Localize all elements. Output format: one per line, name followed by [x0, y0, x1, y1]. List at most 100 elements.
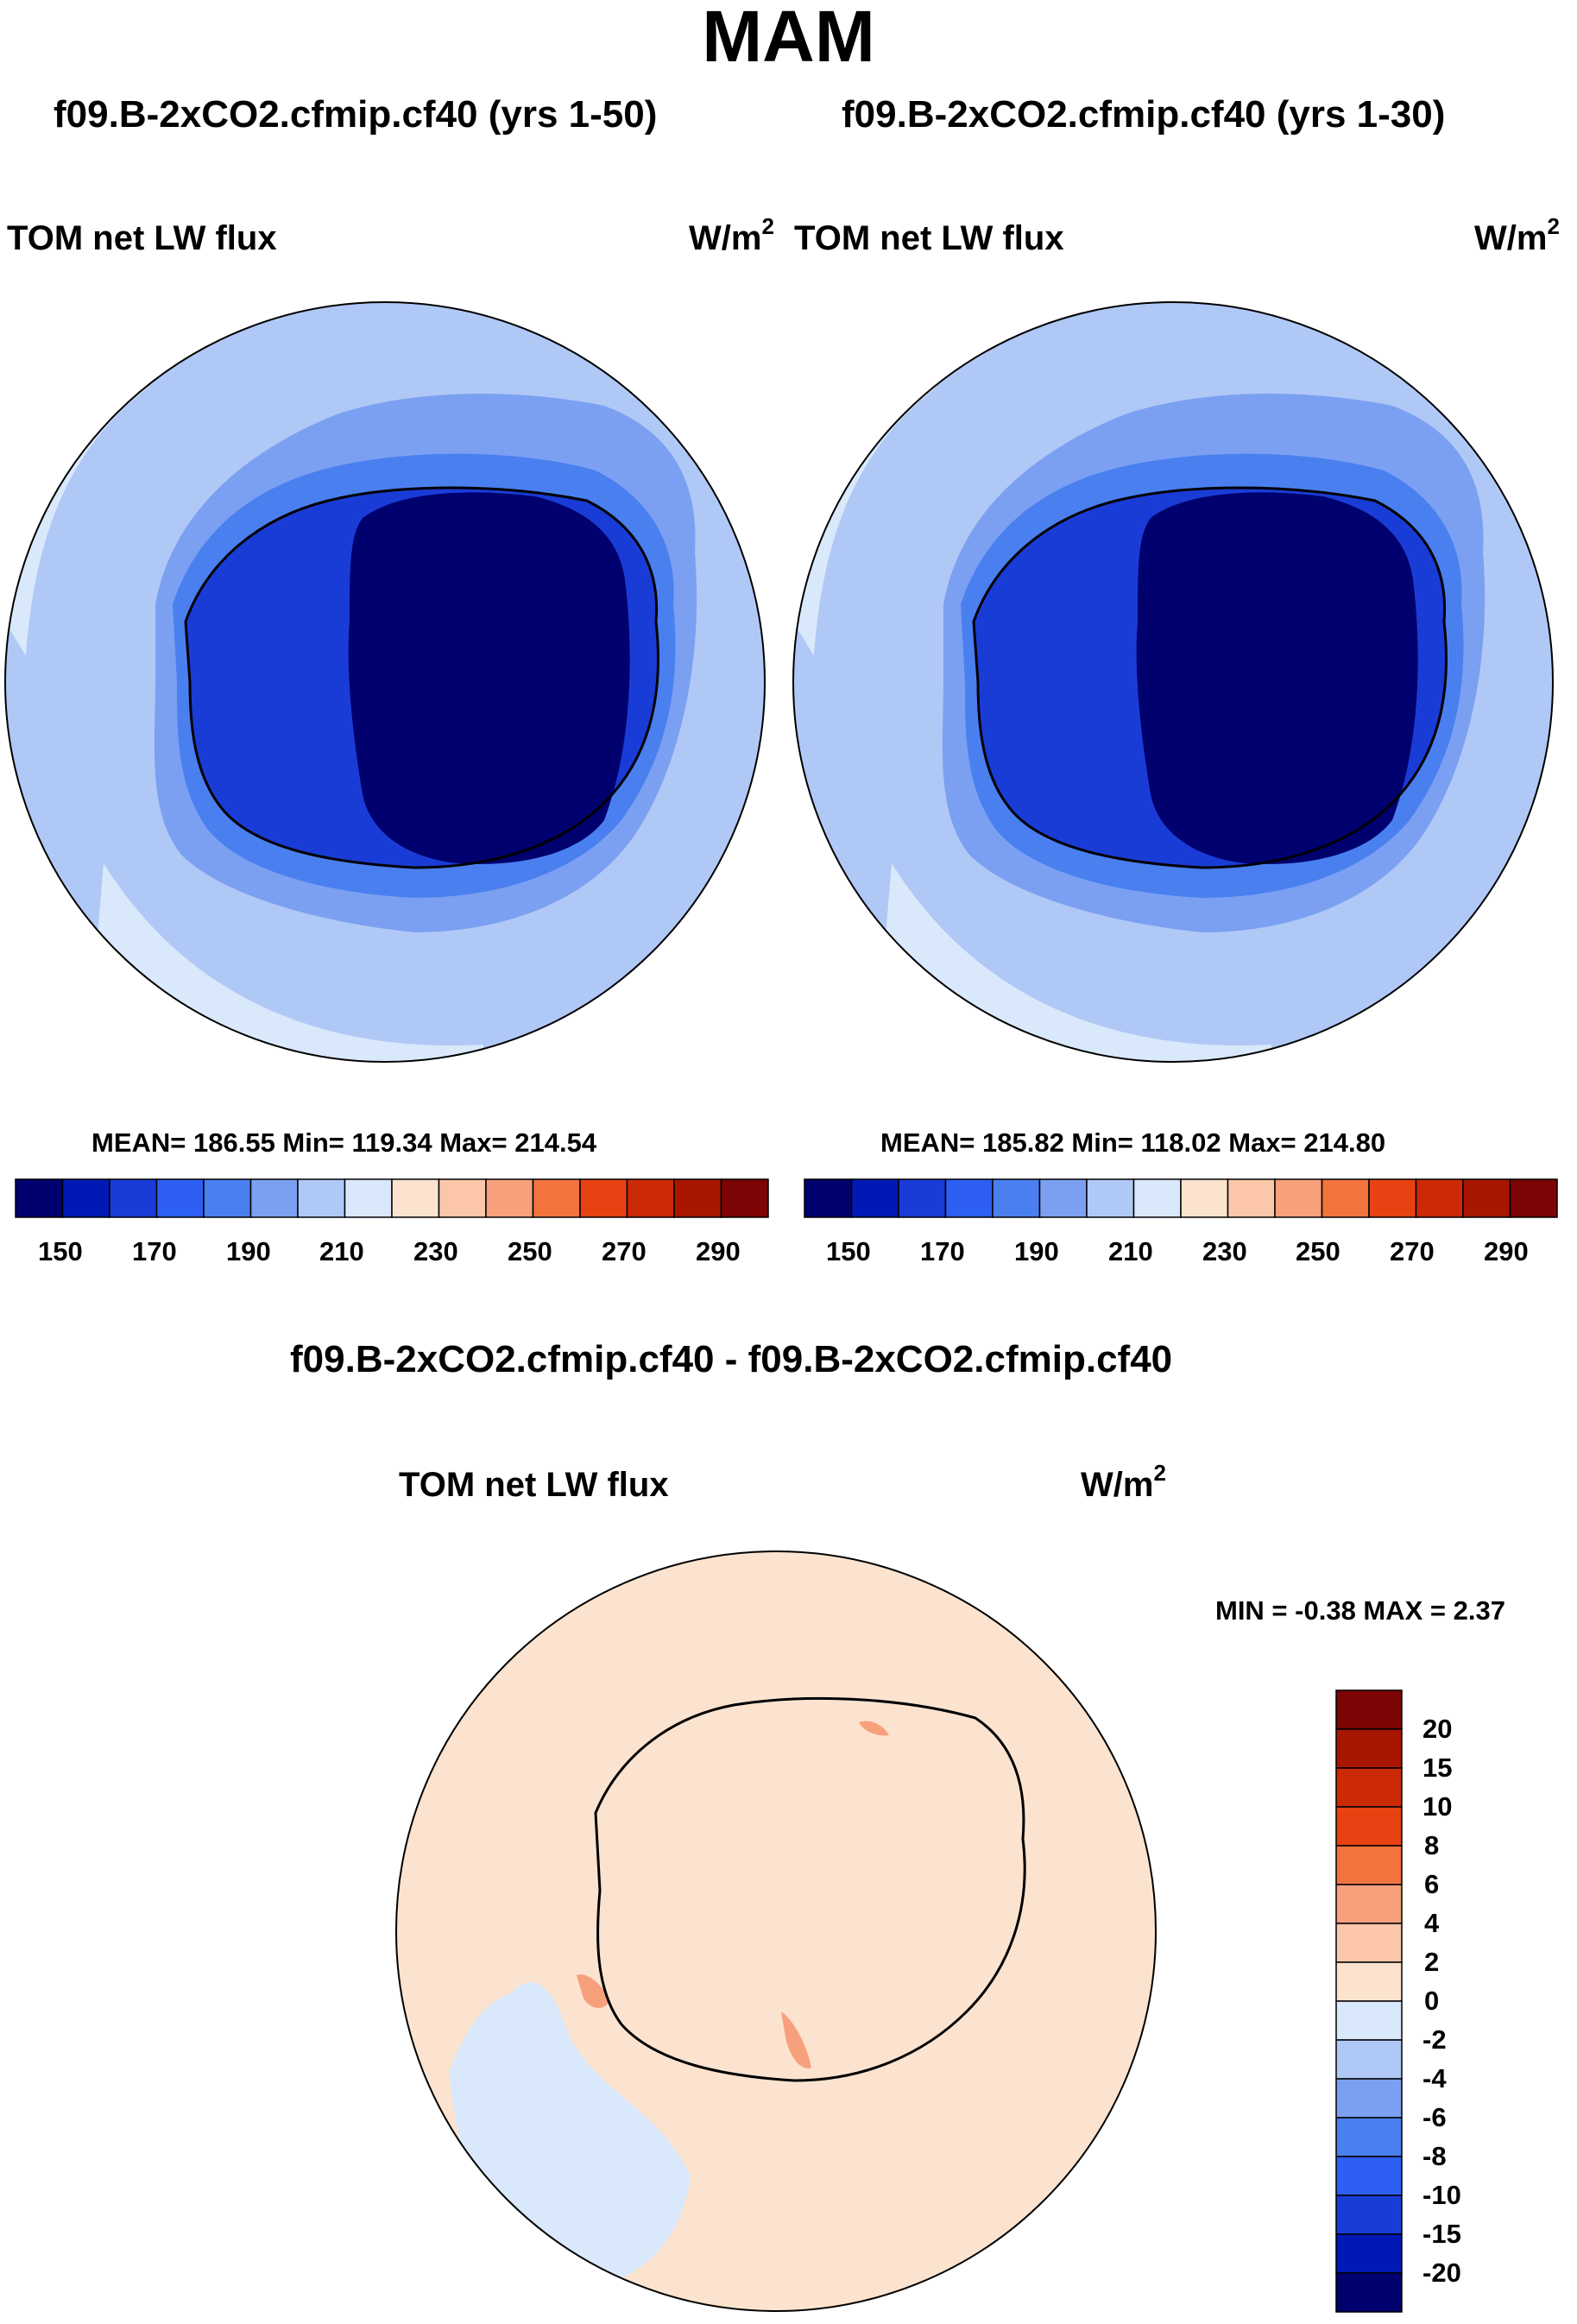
diff-title: f09.B-2xCO2.cfmip.cf40 - f09.B-2xCO2.cfm…	[290, 1338, 1173, 1380]
cb1-tick: 230	[413, 1236, 458, 1266]
diff-colorbar-swatch	[1335, 1845, 1403, 1885]
diff-background	[396, 1551, 1156, 2311]
panel1-coastline	[184, 486, 659, 869]
diff-map	[395, 1550, 1157, 2312]
diff-colorbar-swatch	[1335, 1961, 1403, 2002]
panel2-colorbar-swatch	[804, 1178, 853, 1218]
panel1-variable-label: TOM net LW flux	[7, 219, 277, 257]
cb1-tick: 290	[696, 1236, 741, 1266]
cb1-tick: 250	[508, 1236, 552, 1266]
panel1-colorbar-swatch	[673, 1178, 722, 1218]
diff-colorbar-swatch	[1335, 1689, 1403, 1730]
cb3-tick: 8	[1424, 1830, 1440, 1860]
diff-colorbar-swatch	[1335, 2039, 1403, 2080]
panel2-colorbar-swatch	[1415, 1178, 1464, 1218]
panel2-colorbar-swatch	[1038, 1178, 1088, 1218]
panel1-colorbar-swatch	[532, 1178, 581, 1218]
panel1-colorbar-swatch	[203, 1178, 252, 1218]
cb2-tick: 290	[1484, 1236, 1529, 1266]
diff-units: W/m2	[1081, 1460, 1166, 1504]
diff-colorbar-swatch	[1335, 1884, 1403, 1924]
diff-colorbar-swatch	[1335, 2117, 1403, 2157]
cb3-tick: -10	[1422, 2180, 1461, 2210]
panel1-colorbar-swatch	[344, 1178, 393, 1218]
diff-colorbar	[1335, 1689, 1403, 2313]
diff-colorbar-swatch	[1335, 2156, 1403, 2196]
panel2-coastline	[972, 486, 1448, 869]
cb3-tick: 15	[1422, 1752, 1453, 1783]
panel1-colorbar-swatch	[61, 1178, 110, 1218]
page-title: MAM	[702, 0, 875, 77]
cb3-tick: 2	[1424, 1947, 1440, 1977]
panel2-colorbar-swatch	[1321, 1178, 1370, 1218]
cb3-tick: 20	[1422, 1714, 1453, 1744]
diff-positive-spot	[859, 1721, 889, 1736]
panel1-colorbar-swatch	[15, 1178, 64, 1218]
cb2-tick: 230	[1202, 1236, 1247, 1266]
panel1-ice-sheet	[348, 492, 630, 864]
diff-colorbar-swatch	[1335, 2078, 1403, 2119]
cb1-tick: 150	[38, 1236, 83, 1266]
cb2-tick: 210	[1108, 1236, 1153, 1266]
cb3-tick: -20	[1422, 2258, 1461, 2288]
diff-positive-spot	[577, 1974, 609, 2008]
panel1-colorbar-swatch	[297, 1178, 346, 1218]
panel1-colorbar-swatch	[109, 1178, 158, 1218]
panel2-ice-sheet	[1136, 492, 1418, 864]
cb1-tick: 170	[132, 1236, 177, 1266]
diff-map-border	[395, 1550, 1157, 2312]
panel2-colorbar-swatch	[1180, 1178, 1229, 1218]
panel1-map	[4, 301, 766, 1063]
panel1-map-border	[4, 301, 766, 1063]
cb1-tick: 210	[319, 1236, 364, 1266]
diff-colorbar-swatch	[1335, 2233, 1403, 2274]
panel2-map-border	[792, 301, 1554, 1063]
panel2-colorbar-swatch	[1274, 1178, 1323, 1218]
panel1-colorbar-swatch	[579, 1178, 628, 1218]
cb3-tick: 10	[1422, 1791, 1453, 1822]
panel1-colorbar-swatch	[155, 1178, 205, 1218]
cb3-tick: -6	[1422, 2102, 1447, 2132]
diff-colorbar-swatch	[1335, 2195, 1403, 2235]
cb2-tick: 190	[1014, 1236, 1059, 1266]
cb2-tick: 150	[826, 1236, 871, 1266]
panel2-colorbar-swatch	[850, 1178, 899, 1218]
panel2-colorbar-swatch	[1462, 1178, 1511, 1218]
diff-colorbar-swatch	[1335, 2000, 1403, 2041]
cb3-tick: 4	[1424, 1908, 1440, 1938]
diff-positive-spot	[781, 2011, 811, 2068]
panel1-colorbar-swatch	[249, 1178, 299, 1218]
cb3-tick: 0	[1424, 1986, 1440, 2016]
diff-colorbar-swatch	[1335, 1767, 1403, 1808]
panel1-colorbar-swatch	[485, 1178, 534, 1218]
panel2-colorbar-swatch	[992, 1178, 1041, 1218]
panel1-case-title: f09.B-2xCO2.cfmip.cf40 (yrs 1-50)	[54, 93, 658, 136]
panel2-colorbar	[804, 1178, 1558, 1218]
cb1-tick: 190	[226, 1236, 271, 1266]
cb1-tick: 270	[602, 1236, 647, 1266]
panel2-colorbar-swatch	[1132, 1178, 1182, 1218]
panel1-colorbar-swatch	[626, 1178, 675, 1218]
cb2-tick: 270	[1390, 1236, 1435, 1266]
panel2-colorbar-swatch	[1227, 1178, 1276, 1218]
diff-colorbar-swatch	[1335, 2272, 1403, 2313]
panel1-colorbar	[15, 1178, 769, 1218]
panel1-colorbar-swatch	[720, 1178, 769, 1218]
panel2-case-title: f09.B-2xCO2.cfmip.cf40 (yrs 1-30)	[842, 93, 1446, 136]
diff-colorbar-swatch	[1335, 1806, 1403, 1847]
cb3-tick: -8	[1422, 2141, 1447, 2171]
cb3-tick: -4	[1422, 2063, 1447, 2093]
panel1-stats: MEAN= 186.55 Min= 119.34 Max= 214.54	[91, 1127, 597, 1158]
cb2-tick: 250	[1296, 1236, 1340, 1266]
diff-minmax: MIN = -0.38 MAX = 2.37	[1215, 1595, 1505, 1626]
panel2-variable-label: TOM net LW flux	[794, 219, 1064, 257]
panel2-stats: MEAN= 185.82 Min= 118.02 Max= 214.80	[880, 1127, 1386, 1158]
panel2-colorbar-swatch	[944, 1178, 994, 1218]
panel2-colorbar-swatch	[1368, 1178, 1417, 1218]
panel1-colorbar-swatch	[438, 1178, 487, 1218]
diff-colorbar-swatch	[1335, 1728, 1403, 1769]
panel1-units: W/m2	[689, 213, 774, 257]
panel2-colorbar-swatch	[1509, 1178, 1558, 1218]
diff-coastline	[594, 1696, 1026, 2082]
